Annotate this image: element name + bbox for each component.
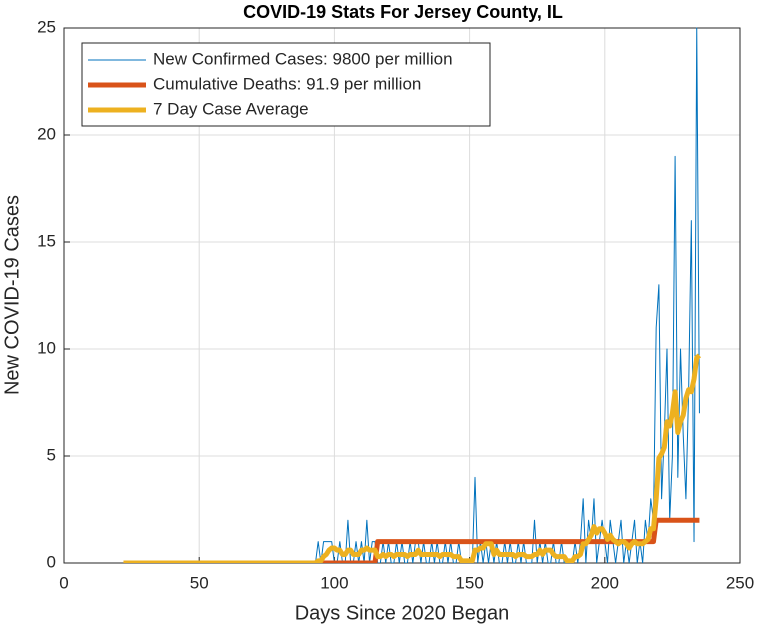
x-tick-label: 0: [59, 573, 68, 592]
chart-title: COVID-19 Stats For Jersey County, IL: [243, 2, 563, 22]
y-tick-label: 25: [37, 17, 56, 36]
y-tick-label: 0: [47, 552, 56, 571]
y-axis-label: New COVID-19 Cases: [1, 195, 23, 395]
legend-box: [81, 42, 491, 127]
x-axis-label: Days Since 2020 Began: [295, 602, 510, 624]
data-line: [123, 353, 701, 563]
x-tick-label: 200: [591, 573, 619, 592]
y-tick-label: 10: [37, 338, 56, 357]
x-tick-label: 150: [455, 573, 483, 592]
x-tick-label: 250: [726, 573, 754, 592]
y-tick-label: 20: [37, 124, 56, 143]
plot-frame: [63, 27, 741, 564]
legend-label: Cumulative Deaths: 91.9 per million: [153, 74, 421, 93]
x-tick-label: 50: [190, 573, 209, 592]
y-tick-label: 15: [37, 231, 56, 250]
legend-label: 7 Day Case Average: [153, 99, 309, 118]
x-tick-label: 100: [320, 573, 348, 592]
y-tick-label: 5: [47, 445, 56, 464]
data-line: [123, 517, 700, 563]
legend-label: New Confirmed Cases: 9800 per million: [153, 49, 453, 68]
